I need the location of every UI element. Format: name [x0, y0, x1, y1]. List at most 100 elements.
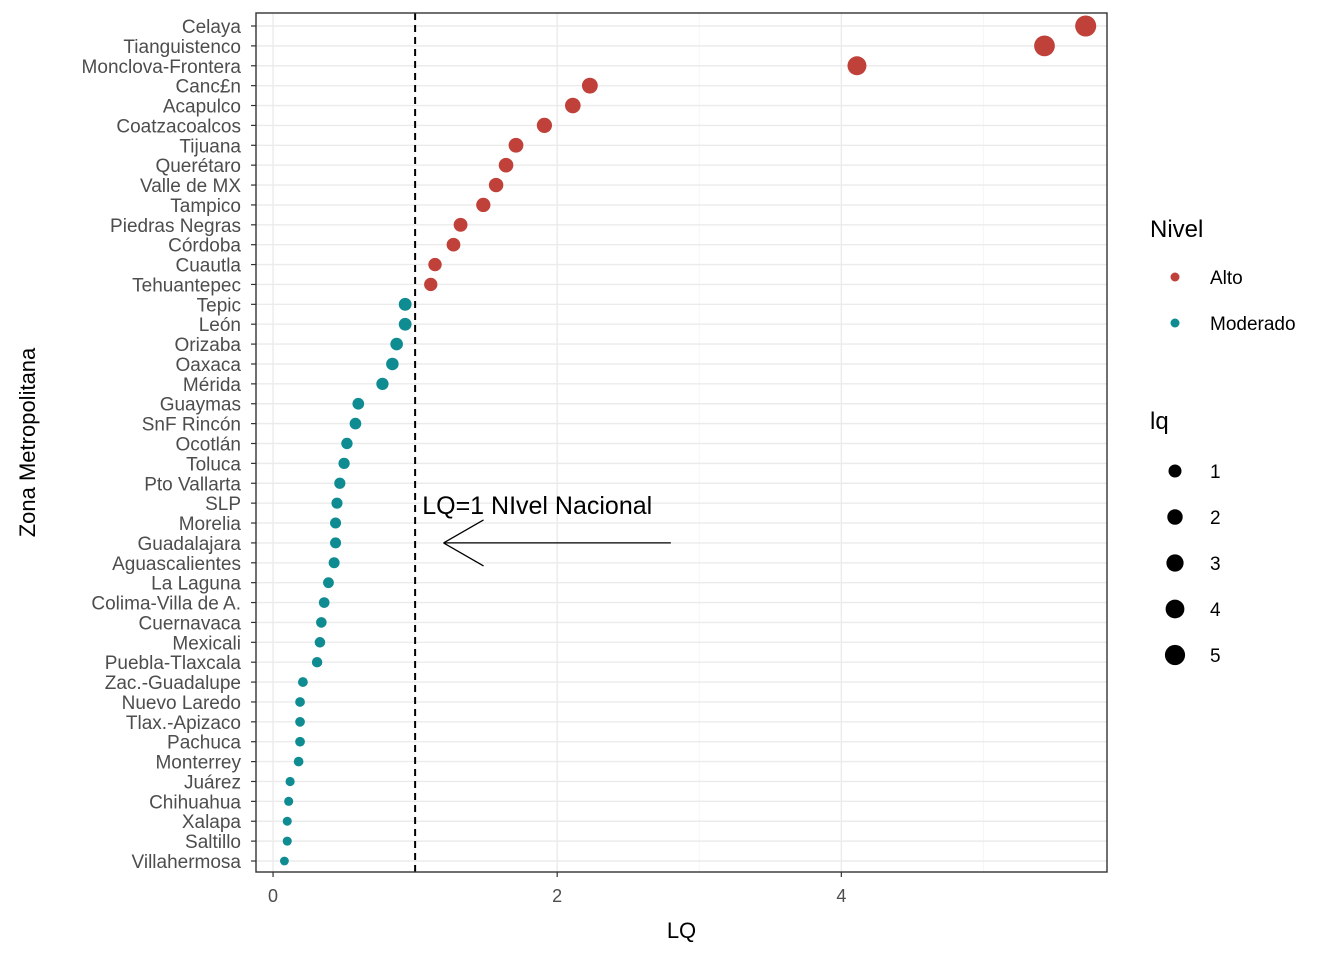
data-point: [565, 97, 581, 114]
y-tick-label: SnF Rincón: [142, 415, 241, 436]
legend-lq-key: [1166, 554, 1184, 572]
data-point: [285, 776, 295, 787]
data-point: [424, 277, 438, 292]
y-tick-label: Monterrey: [155, 753, 241, 774]
annotation-arrow: [443, 519, 671, 567]
data-point: [536, 117, 553, 134]
data-point: [398, 317, 412, 331]
x-axis-title: LQ: [667, 918, 696, 943]
data-point: [453, 217, 468, 232]
y-tick-label: Nuevo Laredo: [122, 693, 241, 714]
data-point: [297, 677, 308, 688]
data-point: [376, 377, 389, 391]
x-axis-ticks: 0 2 4: [268, 872, 846, 906]
data-point: [311, 656, 323, 668]
y-tick-label: Coatzacoalcos: [116, 116, 241, 137]
y-tick-label: Mérida: [183, 375, 242, 396]
legend-lq-key: [1167, 509, 1183, 525]
y-tick-label: Canc£n: [176, 77, 242, 98]
legend-lq-key: [1168, 464, 1182, 478]
legend-lq-title: lq: [1150, 408, 1169, 435]
y-tick-label: Toluca: [186, 454, 241, 475]
y-tick-label: Puebla-Tlaxcala: [105, 653, 242, 674]
legend-lq-key: [1164, 644, 1186, 666]
data-point: [349, 417, 362, 430]
y-tick-label: Tampico: [170, 196, 241, 217]
data-point: [847, 56, 867, 76]
legend-nivel-title: Nivel: [1150, 216, 1203, 243]
data-points: [279, 15, 1097, 866]
data-point: [295, 697, 305, 707]
x-tick-label: 0: [268, 886, 278, 906]
data-point: [334, 477, 346, 489]
legend-nivel-label: Alto: [1210, 268, 1243, 289]
legend-nivel-label: Moderado: [1210, 314, 1296, 335]
data-point: [446, 237, 461, 252]
data-point: [341, 437, 353, 450]
legend-lq: lq 1 2 3 4 5: [1150, 408, 1221, 667]
y-axis-title: Zona Metropolitana: [15, 347, 40, 537]
y-tick-label: Querétaro: [155, 156, 241, 177]
data-point: [330, 517, 342, 529]
y-tick-label: Celaya: [182, 17, 242, 38]
data-point: [386, 357, 399, 371]
y-tick-label: Guadalajara: [137, 534, 241, 555]
y-tick-label: SLP: [205, 494, 241, 515]
data-point: [338, 457, 350, 470]
y-axis-ticks: CelayaTianguistencoMonclova-FronteraCanc…: [82, 17, 256, 873]
y-tick-label: Saltillo: [185, 832, 241, 853]
data-point: [390, 337, 403, 351]
y-tick-label: Orizaba: [174, 335, 241, 356]
y-tick-label: Juárez: [184, 772, 241, 793]
data-point: [581, 77, 598, 94]
y-tick-label: Acapulco: [163, 97, 241, 118]
y-tick-label: Cuernavaca: [139, 613, 242, 634]
data-point: [314, 637, 326, 648]
y-tick-label: Valle de MX: [140, 176, 241, 197]
y-tick-label: Zac.-Guadalupe: [105, 673, 241, 694]
annotation-text: LQ=1 NIvel Nacional: [422, 492, 652, 520]
y-tick-label: Cuautla: [176, 256, 242, 277]
data-point: [508, 137, 524, 153]
y-tick-label: La Laguna: [151, 574, 241, 595]
data-point: [1075, 15, 1097, 37]
y-tick-label: Chihuahua: [149, 792, 241, 813]
y-tick-label: Colima-Villa de A.: [91, 594, 241, 615]
legend-lq-label: 4: [1210, 600, 1221, 621]
data-point: [498, 157, 514, 173]
data-point: [352, 397, 365, 410]
y-tick-label: Tehuantepec: [132, 275, 241, 296]
data-point: [476, 197, 491, 213]
y-tick-label: Ocotlán: [176, 435, 241, 456]
data-point: [282, 816, 292, 826]
y-tick-label: Córdoba: [168, 236, 241, 257]
data-point: [428, 257, 442, 272]
y-tick-label: León: [199, 315, 241, 336]
data-point: [279, 856, 289, 866]
data-point: [488, 177, 504, 193]
grid: [256, 13, 1107, 872]
data-point: [316, 617, 327, 628]
data-point: [328, 557, 340, 569]
x-tick-label: 4: [836, 886, 846, 906]
y-tick-label: Tlax.-Apizaco: [126, 713, 241, 734]
legend-lq-key: [1165, 599, 1185, 619]
arrow-head-lower: [443, 542, 484, 567]
data-point: [330, 537, 342, 549]
x-tick-label: 2: [552, 886, 562, 906]
y-tick-label: Pachuca: [167, 733, 241, 754]
legend-nivel-key: [1170, 272, 1180, 282]
y-tick-label: Villahermosa: [132, 852, 242, 873]
y-tick-label: Morelia: [179, 514, 242, 535]
y-tick-label: Pto Vallarta: [144, 474, 241, 495]
y-tick-label: Piedras Negras: [110, 216, 241, 237]
legend-lq-label: 5: [1210, 646, 1221, 667]
data-point: [318, 597, 330, 608]
legend-lq-label: 1: [1210, 462, 1221, 483]
legend-lq-label: 3: [1210, 554, 1221, 575]
data-point: [282, 836, 292, 846]
y-tick-label: Tianguistenco: [123, 37, 241, 58]
y-tick-label: Tepic: [197, 295, 241, 316]
y-tick-label: Oaxaca: [176, 355, 242, 376]
